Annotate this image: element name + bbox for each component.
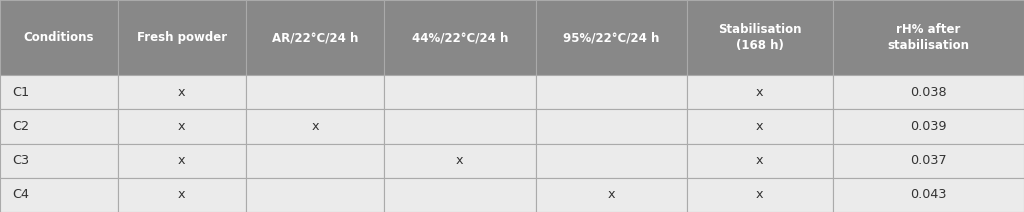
Text: Stabilisation
(168 h): Stabilisation (168 h) <box>718 23 802 52</box>
Bar <box>0 109 118 144</box>
Bar <box>536 144 687 178</box>
Bar <box>0 144 118 178</box>
Text: x: x <box>178 120 185 133</box>
Bar <box>833 144 1024 178</box>
Bar <box>118 0 246 75</box>
Bar <box>246 178 384 212</box>
Bar <box>246 109 384 144</box>
Bar <box>833 0 1024 75</box>
Bar <box>118 109 246 144</box>
Text: C2: C2 <box>12 120 30 133</box>
Bar <box>0 75 118 109</box>
Bar <box>118 178 246 212</box>
Text: x: x <box>178 86 185 99</box>
Bar <box>536 0 687 75</box>
Text: x: x <box>311 120 318 133</box>
Text: C1: C1 <box>12 86 30 99</box>
Bar <box>0 0 118 75</box>
Text: x: x <box>756 154 764 167</box>
Bar <box>384 0 536 75</box>
Text: C3: C3 <box>12 154 30 167</box>
Text: 0.037: 0.037 <box>910 154 946 167</box>
Bar <box>384 144 536 178</box>
Text: 0.038: 0.038 <box>910 86 946 99</box>
Bar <box>246 0 384 75</box>
Bar <box>536 178 687 212</box>
Text: Conditions: Conditions <box>24 31 94 44</box>
Bar <box>384 109 536 144</box>
Bar <box>384 75 536 109</box>
Text: x: x <box>607 188 615 201</box>
Text: x: x <box>756 120 764 133</box>
Bar <box>384 178 536 212</box>
Bar <box>833 75 1024 109</box>
Bar <box>246 75 384 109</box>
Text: AR/22°C/24 h: AR/22°C/24 h <box>271 31 358 44</box>
Text: x: x <box>178 154 185 167</box>
Bar <box>246 144 384 178</box>
Text: x: x <box>756 86 764 99</box>
Bar <box>118 75 246 109</box>
Text: x: x <box>178 188 185 201</box>
Bar <box>687 109 833 144</box>
Bar <box>687 75 833 109</box>
Bar <box>833 178 1024 212</box>
Bar <box>536 109 687 144</box>
Text: C4: C4 <box>12 188 30 201</box>
Bar <box>687 178 833 212</box>
Bar <box>536 75 687 109</box>
Text: 0.043: 0.043 <box>910 188 946 201</box>
Text: x: x <box>456 154 464 167</box>
Text: x: x <box>756 188 764 201</box>
Text: Fresh powder: Fresh powder <box>136 31 227 44</box>
Text: rH% after
stabilisation: rH% after stabilisation <box>887 23 970 52</box>
Text: 95%/22°C/24 h: 95%/22°C/24 h <box>563 31 659 44</box>
Bar <box>687 144 833 178</box>
Bar <box>0 178 118 212</box>
Text: 0.039: 0.039 <box>910 120 946 133</box>
Text: 44%/22°C/24 h: 44%/22°C/24 h <box>412 31 508 44</box>
Bar <box>833 109 1024 144</box>
Bar <box>118 144 246 178</box>
Bar <box>687 0 833 75</box>
